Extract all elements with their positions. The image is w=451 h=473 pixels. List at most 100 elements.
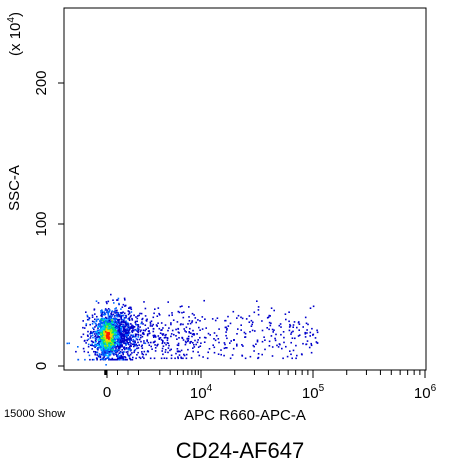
data-point: [104, 345, 106, 347]
data-point: [124, 299, 126, 301]
data-points: [66, 293, 319, 366]
data-point: [290, 341, 292, 344]
data-point: [110, 311, 113, 313]
data-point: [134, 348, 137, 351]
data-point: [112, 348, 115, 350]
y-tick-label-200: 200: [33, 70, 50, 95]
data-point: [275, 333, 277, 336]
data-point: [111, 326, 113, 329]
data-point: [87, 351, 89, 354]
data-point: [96, 354, 98, 356]
data-point: [123, 333, 126, 336]
data-point: [96, 336, 99, 339]
data-point: [116, 358, 118, 361]
data-point: [121, 318, 124, 321]
data-point: [66, 342, 69, 345]
data-point: [85, 323, 88, 325]
data-point: [93, 328, 95, 331]
data-point: [108, 320, 111, 322]
data-point: [276, 344, 278, 347]
data-point: [139, 330, 142, 333]
data-point: [156, 344, 158, 347]
data-point: [91, 323, 94, 325]
data-point: [117, 297, 120, 300]
data-point: [274, 337, 276, 340]
data-point: [91, 332, 94, 334]
data-point: [102, 323, 105, 326]
data-point: [182, 357, 184, 360]
data-point: [257, 306, 260, 308]
data-point: [198, 326, 200, 329]
data-point: [271, 346, 274, 348]
data-point: [82, 347, 85, 350]
data-point: [175, 328, 177, 331]
data-point: [188, 331, 191, 334]
data-point: [167, 351, 169, 354]
y-multiplier-exp: 4: [6, 17, 17, 23]
data-point: [111, 323, 113, 326]
data-point: [162, 333, 165, 335]
data-point: [126, 338, 129, 341]
data-point: [95, 344, 97, 346]
data-point: [111, 310, 114, 312]
data-point: [97, 318, 100, 321]
data-point: [110, 339, 113, 342]
data-point: [125, 351, 128, 353]
data-point: [285, 345, 287, 348]
data-point: [304, 316, 307, 319]
data-point: [306, 332, 308, 334]
data-point: [152, 316, 155, 319]
data-point: [134, 335, 137, 338]
data-point: [113, 349, 115, 352]
data-point: [186, 340, 189, 343]
events-count-label: 15000 Show: [4, 408, 65, 420]
data-point: [120, 321, 123, 324]
data-point: [80, 336, 83, 338]
data-point: [116, 320, 119, 323]
data-point: [117, 333, 119, 336]
data-point: [106, 344, 108, 346]
data-point: [308, 346, 311, 349]
data-point: [173, 333, 175, 336]
data-point: [230, 340, 232, 342]
data-point: [290, 353, 292, 356]
data-point: [101, 309, 103, 311]
data-point: [124, 356, 126, 358]
data-point: [187, 335, 190, 338]
data-point: [279, 323, 282, 325]
data-point: [115, 353, 117, 355]
data-point: [152, 334, 155, 337]
data-point: [167, 329, 169, 332]
data-point: [178, 311, 181, 314]
data-point: [192, 350, 194, 353]
data-point: [101, 335, 103, 337]
data-point: [77, 358, 79, 361]
data-point: [172, 319, 175, 321]
data-point: [310, 342, 312, 345]
data-point: [91, 348, 93, 350]
data-point: [108, 347, 111, 349]
data-point: [112, 333, 114, 335]
data-point: [306, 329, 308, 331]
data-point: [102, 318, 105, 320]
data-point: [132, 340, 134, 343]
data-point: [197, 346, 200, 348]
data-point: [123, 348, 126, 351]
data-point: [245, 318, 248, 320]
data-point: [91, 343, 93, 346]
data-point: [122, 340, 124, 343]
data-point: [316, 342, 319, 344]
data-point: [171, 329, 174, 332]
data-point: [111, 327, 114, 330]
data-point: [120, 312, 123, 314]
data-point: [139, 312, 141, 315]
data-point: [197, 351, 199, 353]
data-point: [208, 348, 211, 350]
data-point: [199, 345, 202, 347]
data-point: [109, 330, 111, 333]
data-point: [108, 352, 110, 355]
data-point: [102, 340, 105, 343]
data-point: [85, 311, 87, 313]
data-point: [160, 357, 163, 360]
data-point: [109, 350, 112, 352]
